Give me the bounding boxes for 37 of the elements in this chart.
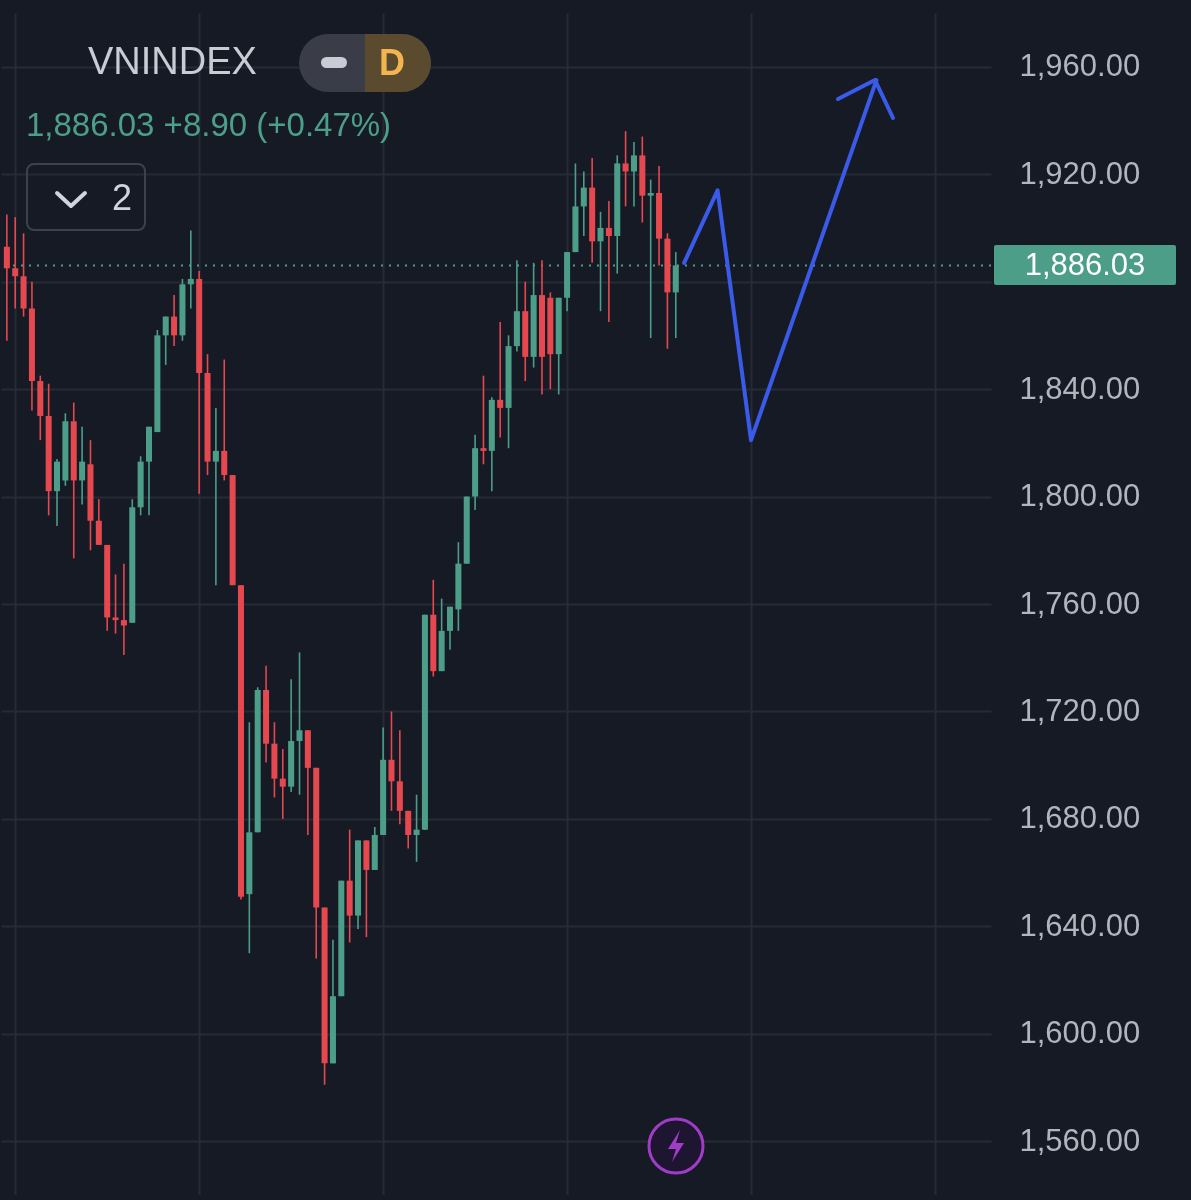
candlestick: [112, 573, 119, 635]
collapse-toggle: 2: [26, 163, 146, 231]
text: VNINDEX: [88, 40, 257, 83]
candlestick: [630, 141, 637, 208]
candlestick: [279, 748, 286, 820]
annotation: 2: [112, 177, 133, 219]
candlestick: [605, 200, 612, 323]
line-series: [682, 78, 879, 443]
candlestick: [296, 651, 303, 796]
y-tick-label: 1,960.00: [1019, 48, 1141, 84]
interval-toggle: D: [299, 34, 431, 92]
y-tick-label: 1,920.00: [1019, 155, 1141, 191]
ref-line-label: 1,886.03: [994, 245, 1176, 286]
candlestick: [162, 315, 169, 366]
candlestick: [388, 710, 395, 812]
candlestick: [12, 216, 19, 310]
candlestick: [497, 321, 504, 439]
annotation: D: [365, 34, 431, 92]
candlestick: [3, 213, 10, 342]
y-tick-label: 1,560.00: [1019, 1122, 1141, 1158]
y-tick-label: 1,800.00: [1019, 478, 1141, 514]
candlestick: [480, 374, 487, 466]
candlestick: [171, 294, 178, 347]
y-tick-label: 1,760.00: [1019, 585, 1141, 621]
y-tick-label: 1,720.00: [1019, 692, 1141, 728]
text: 1,886.03 +8.90 (+0.47%): [26, 106, 392, 144]
candlestick: [120, 562, 127, 656]
y-tick-label: 1,600.00: [1019, 1015, 1141, 1051]
candlestick: [647, 178, 654, 339]
candlestick: [413, 793, 420, 863]
candlestick: [79, 425, 86, 506]
candlestick: [580, 170, 587, 237]
y-tick-label: 1,640.00: [1019, 907, 1141, 943]
y-tick-label: 1,680.00: [1019, 800, 1141, 836]
y-tick-label: 1,840.00: [1019, 370, 1141, 406]
candlestick: [212, 407, 219, 586]
candlestick: [622, 130, 629, 208]
